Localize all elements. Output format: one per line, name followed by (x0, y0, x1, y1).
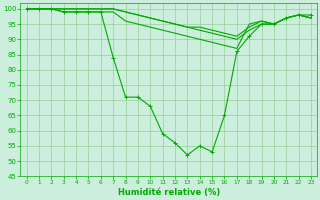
X-axis label: Humidité relative (%): Humidité relative (%) (118, 188, 220, 197)
